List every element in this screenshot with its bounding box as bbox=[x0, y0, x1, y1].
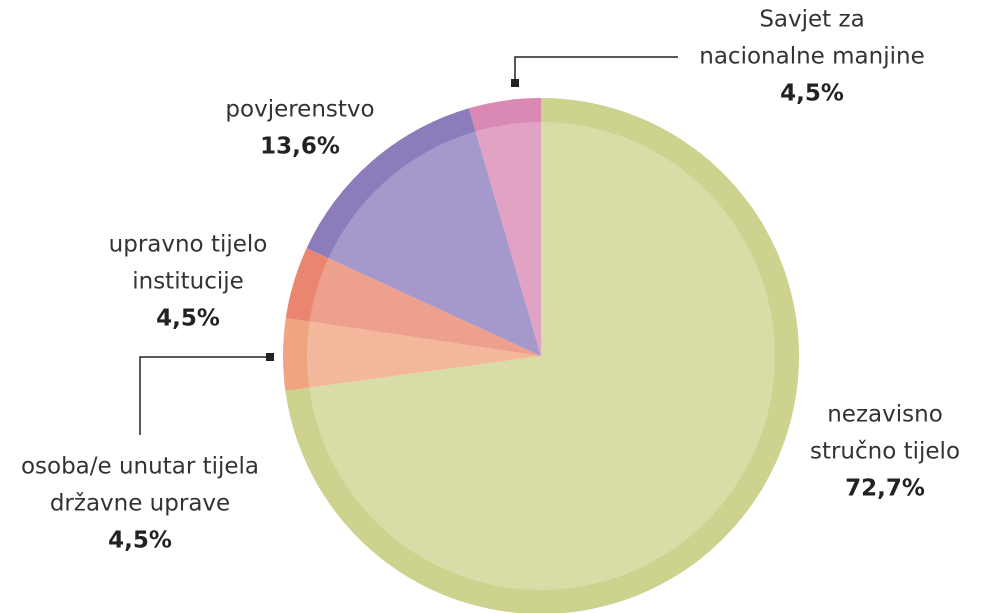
slice-label: Savjet za bbox=[759, 7, 864, 33]
leader-marker bbox=[266, 353, 274, 361]
slice-label: stručno tijelo bbox=[810, 439, 960, 465]
value-label: 4,5% bbox=[156, 306, 220, 332]
leader-line bbox=[139, 356, 270, 435]
pie-slice bbox=[306, 108, 541, 356]
leader-line bbox=[514, 56, 678, 83]
slice-label: povjerenstvo bbox=[225, 97, 374, 123]
slice-label: državne uprave bbox=[50, 491, 230, 517]
leader-lines bbox=[139, 56, 678, 435]
pie-slice bbox=[285, 98, 799, 613]
value-label: 4,5% bbox=[780, 81, 844, 107]
pie: nezavisno stručno tijelo 72,7% osoba/e unut… bbox=[21, 7, 960, 613]
value-label: 4,5% bbox=[108, 528, 172, 554]
slice-label: osoba/e unutar tijela bbox=[21, 454, 259, 480]
leader-marker bbox=[511, 79, 519, 87]
slice-label: upravno tijelo bbox=[109, 232, 268, 258]
slice-label: nacionalne manjine bbox=[699, 44, 924, 70]
inner-highlight bbox=[307, 122, 775, 590]
pie-slice bbox=[285, 248, 541, 356]
slice-label: nezavisno bbox=[827, 402, 943, 428]
value-label: 13,6% bbox=[260, 134, 340, 160]
pie-slice bbox=[283, 317, 541, 391]
value-label: 72,7% bbox=[845, 476, 925, 502]
pie-slice bbox=[468, 98, 541, 356]
slice-label: institucije bbox=[132, 269, 244, 295]
